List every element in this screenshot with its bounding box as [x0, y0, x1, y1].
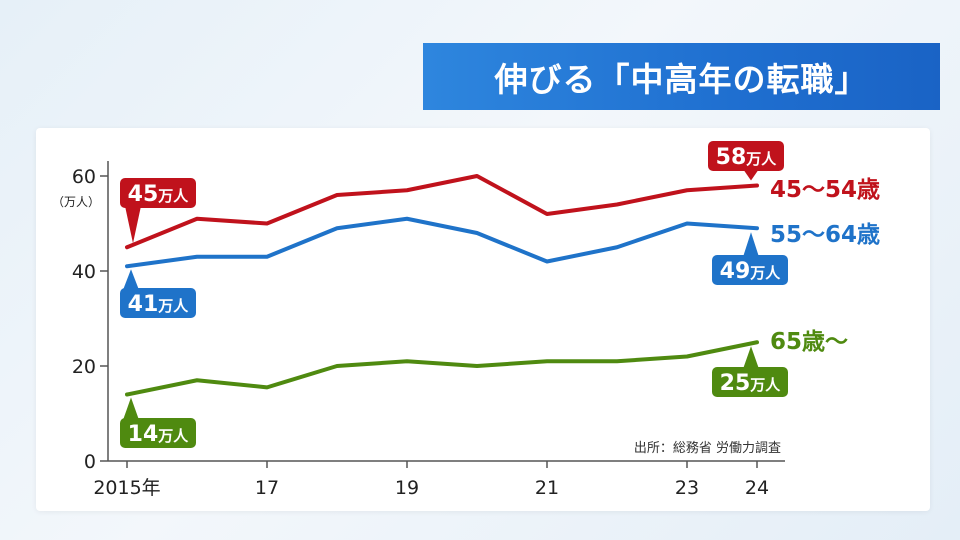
chart-title: 伸びる「中高年の転職」 — [423, 43, 940, 110]
callout-pointer — [743, 346, 759, 369]
y-tick-label: 40 — [72, 261, 96, 283]
callout-end-65plus: 25万人 — [712, 346, 788, 397]
callout-start-45-54: 45万人 — [120, 178, 196, 244]
series-name-label: 65歳～ — [770, 329, 848, 355]
callout-box — [120, 178, 196, 208]
data-label: 58万人 — [716, 145, 778, 170]
callout-box — [708, 141, 784, 171]
data-label: 45万人 — [128, 182, 190, 207]
series-line-1 — [125, 216, 759, 269]
callout-pointer — [743, 169, 759, 181]
callout-box — [712, 255, 788, 285]
y-tick-label: 20 — [72, 356, 96, 378]
series-name-label: 55～64歳 — [770, 222, 880, 248]
data-label: 14万人 — [128, 422, 190, 447]
series-line-2 — [125, 340, 759, 397]
x-tick-label: 17 — [255, 477, 279, 499]
data-label: 49万人 — [720, 259, 782, 284]
source-note: 出所：総務省 労働力調査 — [634, 441, 781, 456]
y-tick-label: 0 — [84, 451, 96, 473]
x-tick-label: 19 — [395, 477, 419, 499]
callout-pointer — [125, 206, 141, 244]
callout-box — [120, 288, 196, 318]
data-label: 25万人 — [720, 371, 782, 396]
callout-box — [120, 418, 196, 448]
x-tick-label: 23 — [675, 477, 699, 499]
y-tick-label: 60 — [72, 166, 96, 188]
series-line-0 — [125, 174, 759, 250]
callout-start-65plus: 14万人 — [120, 397, 196, 448]
x-tick-label: 2015年 — [93, 477, 160, 499]
callout-pointer — [123, 269, 139, 290]
series-name-label: 45～54歳 — [770, 177, 880, 203]
x-tick-label: 24 — [745, 477, 769, 499]
x-tick-label: 21 — [535, 477, 559, 499]
callout-end-55-64: 49万人 — [712, 232, 788, 285]
callout-box — [712, 367, 788, 397]
callout-pointer — [743, 232, 759, 257]
callout-pointer — [123, 397, 139, 420]
data-label: 41万人 — [128, 292, 190, 317]
y-axis-unit-label: （万人） — [52, 195, 100, 209]
callout-end-45-54: 58万人 — [708, 141, 784, 181]
callout-start-55-64: 41万人 — [120, 269, 196, 318]
